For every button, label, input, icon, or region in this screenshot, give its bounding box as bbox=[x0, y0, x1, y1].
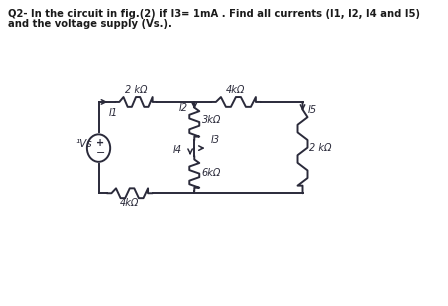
Text: −: − bbox=[95, 148, 105, 158]
Text: ¹Vs: ¹Vs bbox=[75, 139, 92, 149]
Text: +: + bbox=[96, 138, 104, 148]
Text: 4kΩ: 4kΩ bbox=[120, 198, 139, 208]
Text: I1: I1 bbox=[108, 108, 118, 118]
Text: 4kΩ: 4kΩ bbox=[226, 85, 246, 95]
Text: 2 kΩ: 2 kΩ bbox=[125, 85, 147, 95]
Text: I2: I2 bbox=[178, 103, 188, 113]
Text: 2 kΩ: 2 kΩ bbox=[309, 143, 332, 153]
Text: 6kΩ: 6kΩ bbox=[202, 168, 221, 178]
Text: I3: I3 bbox=[211, 135, 220, 145]
Text: I5: I5 bbox=[307, 105, 317, 115]
Text: I4: I4 bbox=[172, 145, 182, 155]
Text: and the voltage supply (Vs.).: and the voltage supply (Vs.). bbox=[8, 20, 172, 29]
Text: Q2- In the circuit in fig.(2) if I3= 1mA . Find all currents (I1, I2, I4 and I5): Q2- In the circuit in fig.(2) if I3= 1mA… bbox=[8, 9, 420, 19]
Text: 3kΩ: 3kΩ bbox=[202, 115, 221, 125]
